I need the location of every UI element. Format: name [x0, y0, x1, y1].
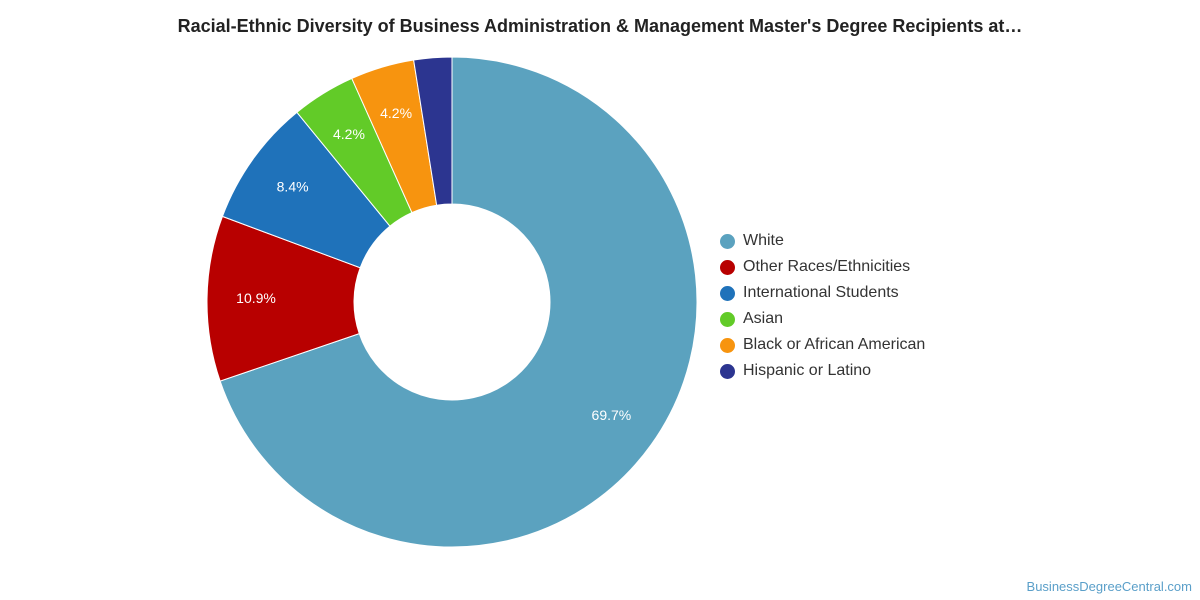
slice-label-international-students: 8.4% [277, 179, 309, 195]
legend-label: Hispanic or Latino [743, 362, 872, 379]
legend-item-hispanic-or-latino[interactable]: Hispanic or Latino [720, 358, 925, 384]
legend-label: Black or African American [743, 336, 926, 353]
slice-label-other-races: 10.9% [236, 290, 276, 306]
legend-swatch [720, 233, 735, 249]
slice-label-asian: 4.2% [333, 126, 365, 142]
legend-label: Other Races/Ethnicities [743, 258, 911, 275]
legend-label: White [743, 232, 784, 249]
legend-swatch [720, 337, 735, 353]
chart-title: Racial-Ethnic Diversity of Business Admi… [177, 16, 1023, 36]
legend-swatch [720, 311, 735, 327]
legend-label: Asian [743, 310, 784, 327]
slice-hispanic-or-latino[interactable] [413, 56, 453, 206]
legend-item-international-students[interactable]: International Students [720, 280, 925, 306]
slice-label-white: 69.7% [592, 407, 632, 423]
legend-item-black-or-african-american[interactable]: Black or African American [720, 332, 925, 358]
legend: White Other Races/Ethnicities Internatio… [720, 228, 925, 384]
legend-item-other-races[interactable]: Other Races/Ethnicities [720, 254, 925, 280]
legend-swatch [720, 259, 735, 275]
legend-item-asian[interactable]: Asian [720, 306, 925, 332]
slice-white[interactable] [219, 56, 698, 548]
legend-item-white[interactable]: White [720, 228, 925, 254]
slice-label-black-or-african-american: 4.2% [380, 105, 412, 121]
legend-swatch [720, 285, 735, 301]
source-watermark[interactable]: BusinessDegreeCentral.com [1026, 579, 1192, 594]
legend-swatch [720, 363, 735, 379]
legend-label: International Students [743, 284, 899, 301]
